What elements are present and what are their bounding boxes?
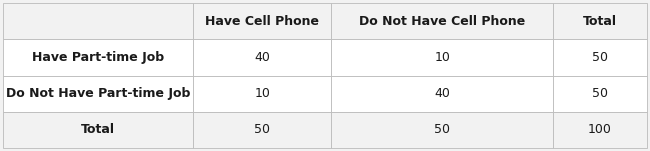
Bar [553, 39, 647, 76]
Text: 50: 50 [592, 87, 608, 100]
Text: Total: Total [81, 123, 115, 136]
Bar [193, 112, 332, 148]
Bar [332, 39, 553, 76]
Bar [553, 112, 647, 148]
Text: 10: 10 [254, 87, 270, 100]
Bar [3, 112, 193, 148]
Text: 50: 50 [592, 51, 608, 64]
Text: Do Not Have Cell Phone: Do Not Have Cell Phone [359, 15, 526, 28]
Bar [3, 76, 193, 112]
Text: 50: 50 [254, 123, 270, 136]
Text: 100: 100 [588, 123, 612, 136]
Bar [193, 39, 332, 76]
Bar [3, 39, 193, 76]
Bar [193, 76, 332, 112]
Text: 40: 40 [434, 87, 450, 100]
Text: 50: 50 [434, 123, 450, 136]
Bar [553, 3, 647, 39]
Text: 10: 10 [434, 51, 450, 64]
Text: Have Part-time Job: Have Part-time Job [32, 51, 164, 64]
Bar [332, 3, 553, 39]
Bar [332, 112, 553, 148]
Text: 40: 40 [254, 51, 270, 64]
Bar [193, 3, 332, 39]
Text: Have Cell Phone: Have Cell Phone [205, 15, 319, 28]
Bar [553, 76, 647, 112]
Text: Do Not Have Part-time Job: Do Not Have Part-time Job [6, 87, 190, 100]
Text: Total: Total [583, 15, 617, 28]
Bar [3, 3, 193, 39]
Bar [332, 76, 553, 112]
